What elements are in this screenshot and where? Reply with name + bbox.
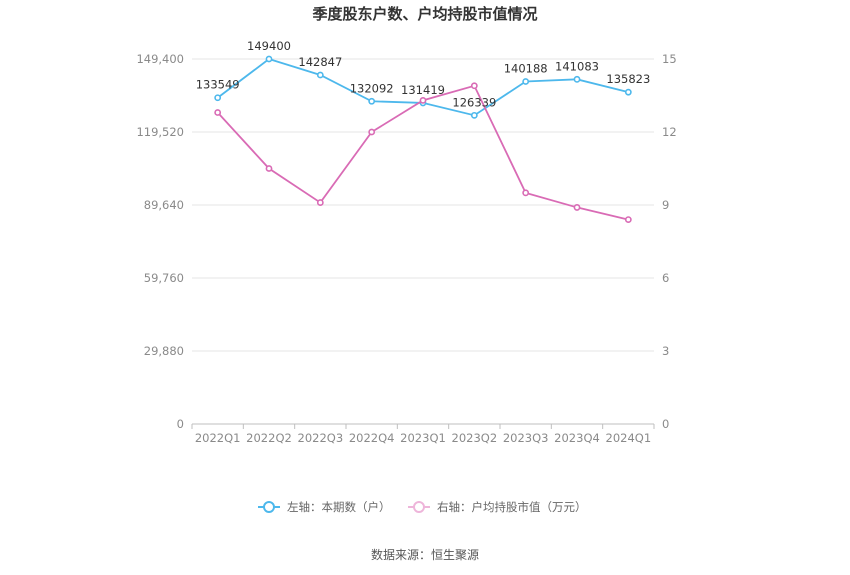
data-label: 132092 — [350, 81, 394, 95]
y-left-tick-label: 89,640 — [144, 198, 184, 212]
source-note: 数据来源：恒生聚源 — [371, 547, 479, 562]
axes: 0 0 29,880 3 59,760 6 89,640 9 119,520 12 149,400 1… — [136, 52, 676, 445]
x-tick-label: 2022Q2 — [246, 431, 292, 445]
data-point-left — [470, 111, 478, 119]
data-label: 126339 — [452, 95, 496, 109]
data-point-right — [368, 128, 376, 136]
data-label: 135823 — [606, 72, 650, 86]
data-point-right — [470, 82, 478, 90]
x-tick-label: 2022Q1 — [195, 431, 241, 445]
x-tick-label: 2023Q2 — [452, 431, 498, 445]
data-point-right — [316, 199, 324, 206]
data-label: 131419 — [401, 83, 445, 97]
data-label: 133549 — [196, 78, 240, 92]
data-point-right — [573, 204, 581, 211]
data-point-left — [316, 71, 324, 79]
legend-label-left: 左轴：本期数（户） — [287, 500, 391, 514]
x-tick-label: 2022Q3 — [298, 431, 344, 445]
data-point-left — [368, 97, 376, 105]
data-point-left — [624, 88, 632, 96]
legend-label-right: 右轴：户均持股市值（万元） — [437, 500, 587, 514]
y-right-tick-label: 12 — [662, 125, 677, 139]
data-point-right — [522, 189, 530, 197]
y-right-tick-label: 3 — [662, 344, 669, 358]
y-left-tick-label: 59,760 — [144, 271, 184, 285]
y-left-tick-label: 119,520 — [136, 125, 184, 139]
x-tick-label: 2024Q1 — [606, 431, 652, 445]
data-point-right — [419, 96, 427, 104]
y-left-tick-label: 149,400 — [136, 52, 184, 66]
data-point-left — [522, 78, 530, 85]
data-point-left — [214, 94, 222, 102]
data-label: 149400 — [247, 39, 291, 53]
data-point-right — [265, 165, 273, 172]
data-label: 141083 — [555, 59, 599, 73]
y-right-tick-label: 9 — [662, 198, 669, 212]
data-point-right — [214, 109, 222, 116]
legend[interactable]: 左轴：本期数（户） 右轴：户均持股市值（万元） — [258, 500, 587, 514]
data-label: 140188 — [504, 62, 548, 76]
x-tick-label: 2022Q4 — [349, 431, 395, 445]
series-layer — [214, 55, 632, 223]
y-left-tick-label: 29,880 — [144, 344, 184, 358]
x-tick-label: 2023Q4 — [554, 431, 600, 445]
data-point-left — [265, 55, 273, 63]
data-labels: 133549 149400 142847 132092 131419 126339 1401… — [196, 39, 651, 109]
data-point-left — [573, 75, 581, 83]
legend-item-left[interactable]: 左轴：本期数（户） — [258, 500, 391, 514]
x-tick-label: 2023Q1 — [400, 431, 446, 445]
x-tick-label: 2023Q3 — [503, 431, 549, 445]
y-right-tick-label: 0 — [662, 417, 669, 431]
data-label: 142847 — [298, 55, 342, 69]
y-left-tick-label: 0 — [177, 417, 184, 431]
chart-title: 季度股东户数、户均持股市值情况 — [312, 5, 537, 23]
data-point-right — [624, 216, 632, 223]
y-right-tick-label: 15 — [662, 52, 677, 66]
legend-item-right[interactable]: 右轴：户均持股市值（万元） — [408, 500, 587, 514]
y-right-tick-label: 6 — [662, 271, 669, 285]
